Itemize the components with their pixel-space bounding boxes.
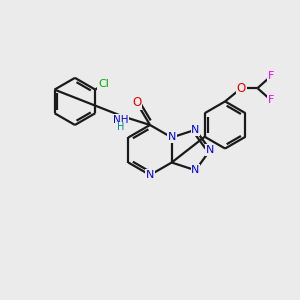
Text: N: N bbox=[206, 145, 214, 155]
Text: N: N bbox=[191, 165, 200, 175]
Text: H: H bbox=[117, 122, 124, 132]
Text: O: O bbox=[237, 82, 246, 95]
Text: F: F bbox=[268, 95, 274, 105]
Text: N: N bbox=[167, 133, 176, 142]
Text: N: N bbox=[146, 170, 154, 180]
Text: O: O bbox=[132, 96, 141, 110]
Text: F: F bbox=[268, 71, 274, 81]
Text: N: N bbox=[191, 125, 200, 135]
Text: Cl: Cl bbox=[98, 79, 109, 89]
Text: NH: NH bbox=[113, 115, 128, 125]
